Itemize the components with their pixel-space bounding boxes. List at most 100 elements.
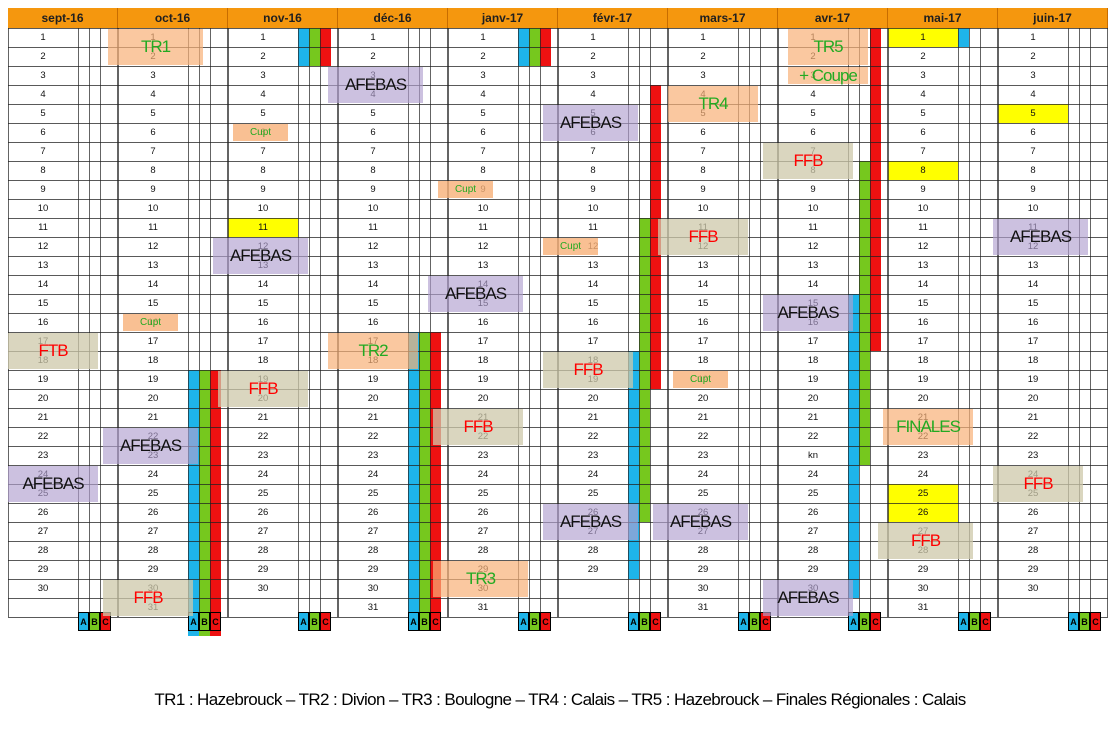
- day-number: 30: [1027, 583, 1039, 594]
- day-number: 27: [257, 526, 269, 537]
- day-number: 10: [807, 203, 819, 214]
- legend-b: B: [639, 612, 650, 631]
- availability-bar-a: [408, 332, 419, 617]
- day-number: 31: [367, 602, 379, 613]
- day-number: 13: [147, 260, 159, 271]
- day-number: 12: [807, 241, 819, 252]
- day-number: 11: [148, 222, 158, 233]
- day-number: 8: [1030, 165, 1036, 176]
- day-number: 16: [367, 317, 379, 328]
- day-number: 10: [37, 203, 49, 214]
- day-number: 16: [257, 317, 269, 328]
- day-number: 14: [807, 279, 819, 290]
- day-number: 16: [697, 317, 709, 328]
- day-number: 7: [150, 146, 156, 157]
- day-number: 9: [700, 184, 706, 195]
- day-number: 28: [697, 545, 709, 556]
- month-header: avr-17: [778, 8, 888, 28]
- day-number: 16: [477, 317, 489, 328]
- day-number: 31: [917, 602, 929, 613]
- month-header: déc-16: [338, 8, 448, 28]
- legend-b: B: [199, 612, 210, 631]
- day-number: 19: [917, 374, 929, 385]
- availability-bar-c: [430, 332, 441, 617]
- day-number: 10: [587, 203, 599, 214]
- day-number: 2: [40, 51, 46, 62]
- event-afebas: AFEBAS: [653, 504, 748, 540]
- day-number: 7: [1030, 146, 1036, 157]
- day-number: 1: [590, 32, 596, 43]
- day-number: 6: [480, 127, 486, 138]
- event-afebas: AFEBAS: [428, 276, 523, 312]
- day-number: 17: [697, 336, 709, 347]
- availability-bar-a: [188, 370, 199, 636]
- day-number: 9: [590, 184, 596, 195]
- day-number: 6: [370, 127, 376, 138]
- day-number: 6: [150, 127, 156, 138]
- day-number: 23: [367, 450, 379, 461]
- day-number: 7: [700, 146, 706, 157]
- day-number: 16: [37, 317, 49, 328]
- day-number: 23: [257, 450, 269, 461]
- day-number: 8: [920, 165, 926, 176]
- day-number: 5: [370, 108, 376, 119]
- day-number: 10: [367, 203, 379, 214]
- day-number: 22: [257, 431, 269, 442]
- day-number: 26: [257, 507, 269, 518]
- day-number: 13: [367, 260, 379, 271]
- day-number: 18: [917, 355, 929, 366]
- availability-bar-b: [529, 28, 540, 66]
- day-number: 18: [477, 355, 489, 366]
- day-number: 9: [40, 184, 46, 195]
- month-header: mai-17: [888, 8, 998, 28]
- availability-bar-a: [628, 351, 639, 579]
- day-number: 17: [147, 336, 159, 347]
- legend-a: A: [188, 612, 199, 631]
- day-number: 17: [917, 336, 929, 347]
- day-number: 13: [477, 260, 489, 271]
- day-number: 20: [697, 393, 709, 404]
- day-number: 29: [587, 564, 599, 575]
- day-number: 20: [587, 393, 599, 404]
- day-number: 25: [257, 488, 269, 499]
- legend-a: A: [628, 612, 639, 631]
- availability-bar-a: [958, 28, 969, 47]
- day-number: 29: [1027, 564, 1039, 575]
- day-number: 6: [1030, 127, 1036, 138]
- day-number: 21: [1027, 412, 1039, 423]
- event-afebas: AFEBAS: [763, 295, 853, 331]
- legend-c: C: [980, 612, 991, 631]
- day-number: 10: [1027, 203, 1039, 214]
- day-number: kn: [807, 450, 819, 461]
- event-tr: TR3: [433, 561, 528, 597]
- day-number: 4: [40, 89, 46, 100]
- day-number: 27: [37, 526, 49, 537]
- availability-bar-a: [848, 294, 859, 598]
- legend-b: B: [89, 612, 100, 631]
- day-number: 9: [1030, 184, 1036, 195]
- event-ffb: FFB: [878, 523, 973, 559]
- day-number: 31: [697, 602, 709, 613]
- day-number: 7: [480, 146, 486, 157]
- day-number: 5: [40, 108, 46, 119]
- day-number: 8: [260, 165, 266, 176]
- day-number: 15: [147, 298, 159, 309]
- event-afebas: AFEBAS: [213, 238, 308, 274]
- day-number: 10: [257, 203, 269, 214]
- day-number: 23: [917, 450, 929, 461]
- day-number: 12: [367, 241, 379, 252]
- venue-legend: TR1 : Hazebrouck – TR2 : Divion – TR3 : …: [154, 690, 966, 709]
- day-number: 30: [697, 583, 709, 594]
- day-number: 17: [1027, 336, 1039, 347]
- day-number: 24: [367, 469, 379, 480]
- day-number: 11: [258, 222, 268, 233]
- day-number: 2: [480, 51, 486, 62]
- availability-bar-c: [540, 28, 551, 66]
- day-number: 11: [368, 222, 378, 233]
- month-header: sept-16: [8, 8, 118, 28]
- legend-c: C: [1090, 612, 1101, 631]
- day-number: 28: [147, 545, 159, 556]
- day-number: 9: [920, 184, 926, 195]
- day-number: 9: [150, 184, 156, 195]
- day-number: 15: [1027, 298, 1039, 309]
